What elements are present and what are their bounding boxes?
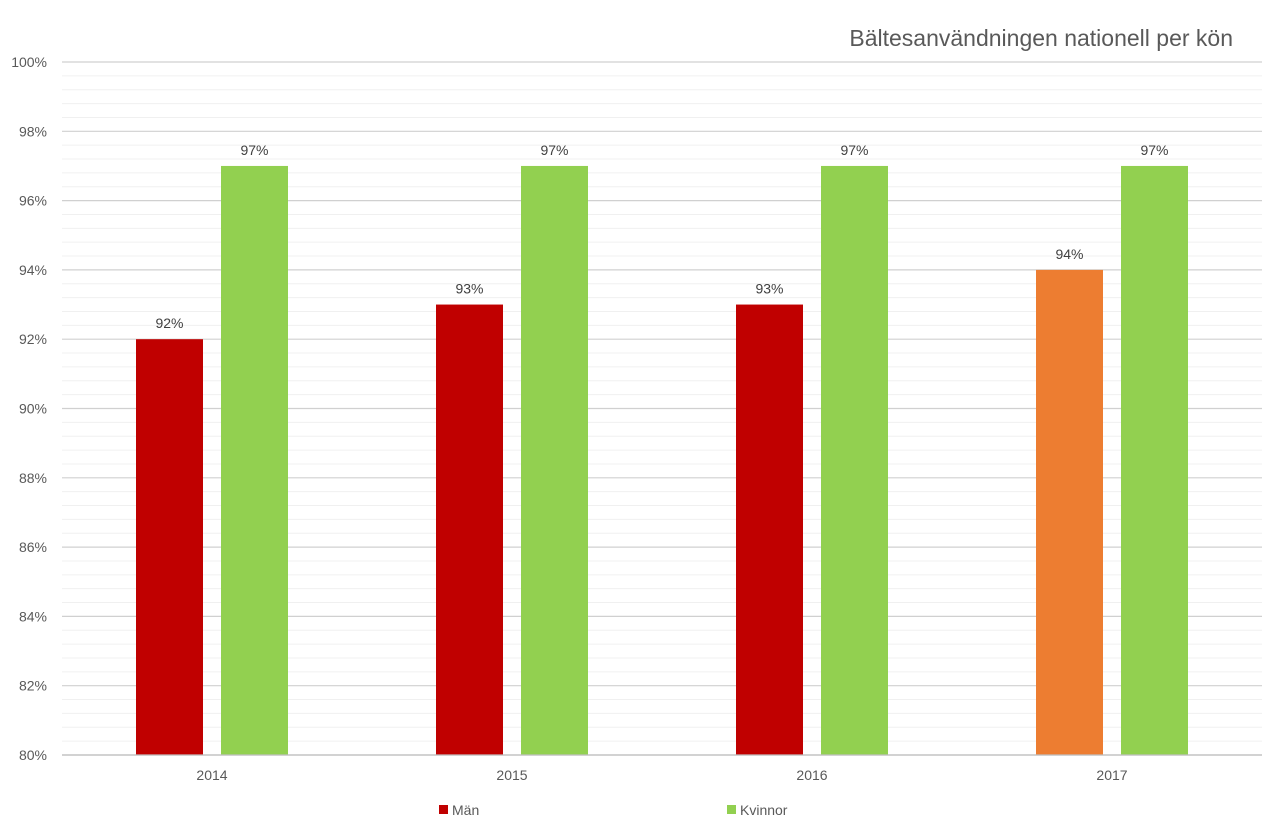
bar-kvinnor-2016 xyxy=(821,165,888,755)
y-tick-label: 80% xyxy=(19,747,47,763)
legend-label-kvinnor: Kvinnor xyxy=(740,802,788,818)
data-label: 93% xyxy=(455,281,483,297)
legend-label-man: Män xyxy=(452,802,479,818)
bar-kvinnor-2014 xyxy=(221,165,288,755)
bar-kvinnor-2017 xyxy=(1121,165,1188,755)
chart-title: Bältesanvändningen nationell per kön xyxy=(849,25,1233,51)
legend-swatch-man xyxy=(439,805,448,814)
y-tick-label: 96% xyxy=(19,193,47,209)
bar-män-2016 xyxy=(736,304,803,755)
x-tick-label: 2014 xyxy=(196,767,227,783)
data-label: 92% xyxy=(155,315,183,331)
bar-män-2014 xyxy=(136,339,203,755)
bars xyxy=(136,165,1188,755)
bar-män-2015 xyxy=(436,304,503,755)
y-tick-label: 88% xyxy=(19,470,47,486)
data-label: 97% xyxy=(240,142,268,158)
data-label: 97% xyxy=(840,142,868,158)
data-label: 97% xyxy=(540,142,568,158)
x-tick-label: 2017 xyxy=(1096,767,1127,783)
data-label: 97% xyxy=(1140,142,1168,158)
data-labels: 92% 97% 93% 97% 93% 97% 94% 97% xyxy=(155,142,1168,331)
y-tick-label: 86% xyxy=(19,539,47,555)
data-label: 94% xyxy=(1055,246,1083,262)
legend-swatch-kvinnor xyxy=(727,805,736,814)
x-tick-label: 2016 xyxy=(796,767,827,783)
bar-män-2017 xyxy=(1036,269,1103,755)
y-tick-label: 98% xyxy=(19,123,47,139)
bar-kvinnor-2015 xyxy=(521,165,588,755)
y-tick-label: 82% xyxy=(19,678,47,694)
y-tick-label: 92% xyxy=(19,331,47,347)
y-axis: 80% 82% 84% 86% 88% 90% 92% 94% 96% 98% 100% xyxy=(11,54,47,763)
x-tick-label: 2015 xyxy=(496,767,527,783)
y-tick-label: 90% xyxy=(19,401,47,417)
y-tick-label: 84% xyxy=(19,608,47,624)
y-tick-label: 100% xyxy=(11,54,47,70)
data-label: 93% xyxy=(755,281,783,297)
x-axis: 2014 2015 2016 2017 xyxy=(62,754,1262,783)
legend: Män Kvinnor xyxy=(439,802,788,818)
y-tick-label: 94% xyxy=(19,262,47,278)
